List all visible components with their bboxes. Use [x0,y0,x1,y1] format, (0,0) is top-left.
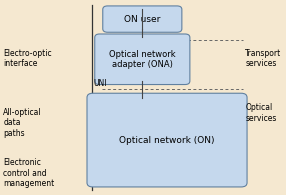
FancyBboxPatch shape [87,93,247,187]
Text: Electronic
control and
management: Electronic control and management [3,158,55,188]
Text: Transport
services: Transport services [245,49,281,68]
Text: Electro-optic
interface: Electro-optic interface [3,49,52,68]
Text: Optical network (ON): Optical network (ON) [119,136,215,145]
Text: All-optical
data
paths: All-optical data paths [3,108,42,137]
FancyBboxPatch shape [95,34,190,84]
Text: Optical
services: Optical services [245,103,277,123]
Text: ON user: ON user [124,15,160,24]
Text: UNI: UNI [93,79,106,88]
Text: Optical network
adapter (ONA): Optical network adapter (ONA) [109,50,176,69]
FancyBboxPatch shape [103,6,182,32]
